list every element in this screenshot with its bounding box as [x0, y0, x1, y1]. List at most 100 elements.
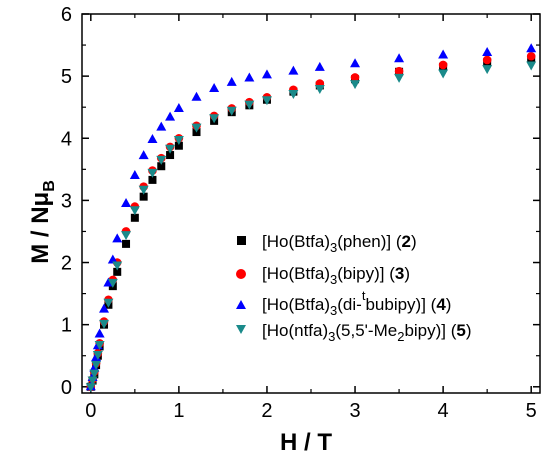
data-markers [85, 43, 537, 393]
legend-entry-2: [Ho(Btfa)3(phen)] (2) [237, 232, 417, 255]
series-3 [86, 51, 536, 392]
data-point [157, 162, 166, 171]
data-point [288, 65, 299, 75]
data-point [209, 114, 220, 124]
data-point [261, 69, 272, 79]
data-point [89, 369, 100, 379]
data-point [438, 49, 449, 59]
data-point [121, 231, 132, 241]
legend-label: [Ho(Btfa)3(phen)] (2) [262, 232, 417, 255]
data-point [314, 61, 325, 71]
x-tick-label: 2 [261, 400, 272, 422]
y-tick-label: 1 [61, 315, 72, 337]
legend-entry-3: [Ho(Btfa)3(bipy)] (3) [236, 264, 410, 287]
y-axis-title-sub: B [41, 180, 58, 192]
data-point [99, 303, 110, 313]
data-point [244, 72, 255, 82]
data-point [261, 96, 272, 106]
data-point [107, 254, 118, 264]
data-point [350, 80, 361, 90]
data-point [103, 298, 114, 308]
data-point [526, 51, 536, 61]
legend-label: [Ho(ntfa)3(5,5'-Me2bipy)] (5) [262, 321, 472, 344]
data-point [112, 261, 123, 271]
data-point [113, 267, 122, 276]
data-point [147, 168, 158, 178]
data-point [191, 91, 202, 101]
legend-marker-square [237, 236, 246, 245]
data-point [85, 383, 96, 393]
data-point [94, 328, 105, 338]
y-tick-label: 2 [61, 253, 72, 275]
data-point [226, 76, 237, 86]
data-point [244, 100, 255, 110]
legend-entry-4: [Ho(Btfa)3(di-tbubipy)] (4) [236, 288, 451, 318]
data-point [121, 198, 132, 207]
data-point [130, 213, 139, 222]
data-point [99, 319, 110, 329]
legend-marker-triangle-up [236, 300, 246, 309]
data-point [394, 53, 405, 63]
data-point [165, 144, 176, 154]
data-point [148, 175, 157, 184]
data-point [288, 90, 299, 100]
data-point [350, 73, 360, 82]
data-point [94, 341, 105, 351]
data-point [156, 121, 167, 131]
data-point [526, 61, 537, 71]
data-point [394, 73, 405, 83]
x-tick-label: 0 [85, 400, 96, 422]
data-point [482, 47, 493, 57]
y-axis-ticks: 0 1 2 3 4 5 6 [61, 4, 540, 399]
data-point [191, 123, 202, 133]
data-point [173, 102, 184, 112]
data-point [122, 239, 131, 248]
data-point [112, 233, 123, 243]
y-axis-title-main: M / Nμ [27, 192, 54, 264]
data-point [350, 58, 361, 68]
data-point [174, 141, 183, 150]
data-point [92, 350, 103, 360]
data-point [89, 362, 100, 372]
data-point [156, 155, 167, 165]
data-point [526, 43, 537, 53]
data-point [394, 66, 404, 76]
legend-label: [Ho(Btfa)3(di-tbubipy)] (4) [262, 288, 451, 318]
data-point [314, 85, 325, 95]
y-tick-label: 0 [61, 377, 72, 399]
legend-label: [Ho(Btfa)3(bipy)] (3) [262, 264, 410, 287]
y-tick-label: 3 [61, 190, 72, 212]
x-tick-label: 1 [173, 400, 184, 422]
x-tick-label: 5 [526, 400, 537, 422]
x-axis-ticks: 0 1 2 3 4 5 [85, 14, 537, 422]
data-point [129, 170, 140, 180]
series-4 [85, 43, 537, 391]
y-axis-title: M / NμB [27, 180, 58, 264]
legend: [Ho(Btfa)3(phen)] (2) [Ho(Btfa)3(bipy)] … [236, 232, 472, 344]
data-point [129, 206, 140, 216]
data-point [107, 278, 118, 288]
x-tick-label: 4 [438, 400, 449, 422]
data-point [165, 111, 176, 121]
data-point [173, 136, 184, 146]
y-tick-label: 4 [61, 128, 72, 150]
series-5 [85, 61, 537, 393]
data-point [482, 65, 493, 75]
data-point [91, 360, 102, 370]
y-tick-label: 6 [61, 4, 72, 26]
series-2 [86, 54, 536, 391]
y-tick-label: 5 [61, 66, 72, 88]
data-point [87, 376, 98, 386]
x-tick-label: 3 [349, 400, 360, 422]
legend-marker-triangle-down [236, 325, 246, 334]
data-point [438, 60, 448, 70]
data-point [438, 69, 449, 79]
data-point [147, 134, 158, 144]
legend-entry-5: [Ho(ntfa)3(5,5'-Me2bipy)] (5) [236, 321, 472, 344]
data-point [226, 106, 237, 116]
x-axis-title: H / T [280, 429, 332, 456]
legend-marker-circle [236, 269, 246, 279]
data-point [166, 151, 175, 160]
data-point [482, 55, 492, 65]
